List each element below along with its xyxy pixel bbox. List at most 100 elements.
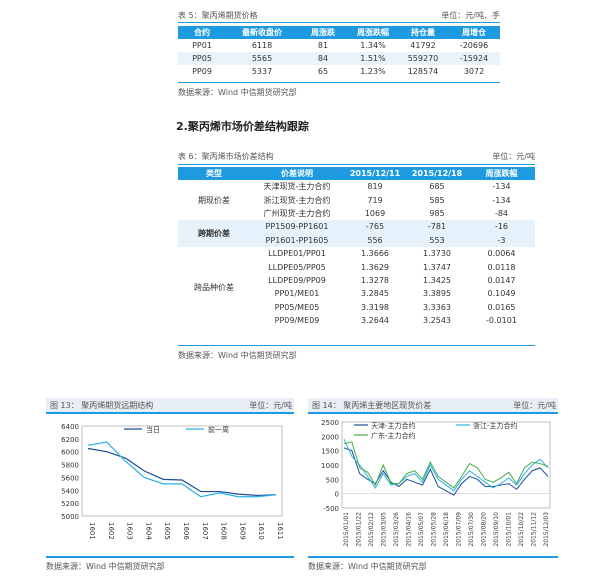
table-row: 广州现货-主力合约 1069 985 -84	[178, 207, 535, 220]
table5-cell: 81	[317, 41, 329, 50]
table6-caption: 表 6：聚丙烯市场价差结构	[178, 152, 274, 161]
x-tick-label: 2015/07/30	[468, 512, 475, 547]
table5-cell: 84	[298, 52, 348, 65]
table6-type-cell: 跨品种价差	[194, 282, 234, 292]
table6-cell: 1.3747	[423, 262, 451, 272]
y-tick-label: 500	[326, 476, 339, 484]
x-tick-label: 2015/01/01	[343, 512, 350, 547]
table6-cell: PP01/ME01	[274, 289, 320, 299]
x-tick-label: 1607	[201, 522, 209, 540]
table6-header-cell: 类型	[178, 167, 250, 180]
y-tick-label: 2500	[321, 419, 339, 427]
table6-cell: 819	[367, 182, 383, 192]
table6-cell: 719	[367, 195, 383, 205]
plot-frame	[341, 421, 551, 509]
table6-cell: 1.3730	[423, 249, 451, 259]
table6-cell: 浙江现货-主力合约	[263, 195, 331, 205]
table5-cell: PP05	[178, 52, 226, 65]
table6-cell: 556	[344, 233, 406, 247]
table6-cell: 585	[429, 195, 445, 205]
table5-header-cell: 周涨跌幅	[348, 26, 398, 39]
y-tick-label: 5000	[61, 513, 79, 521]
table6-cell: 3.3363	[423, 302, 451, 312]
table5-cell: 128574	[407, 67, 439, 76]
table6-header-cell: 2015/12/18	[406, 167, 468, 180]
y-tick-label: -500	[323, 505, 339, 513]
x-tick-label: 2015/04/16	[406, 512, 413, 547]
table5-header-cell: 周增仓	[448, 26, 500, 39]
fig14-bottom-rule	[308, 556, 558, 558]
table6-cell: 1.3629	[361, 262, 389, 272]
table5-header-cell: 合约	[178, 26, 226, 39]
table5-unit: 单位：元/吨、手	[441, 11, 500, 20]
table6-header-cell: 价差说明	[250, 167, 344, 180]
table6-cell: LLDPE09/PP09	[268, 275, 326, 285]
table5-cell: 6118	[251, 41, 273, 50]
table5-header-row: 合约 最新收盘价 周涨跌 周涨跌幅 持仓量 周增仓	[178, 26, 500, 39]
table5-cell: 559270	[398, 52, 448, 65]
x-tick-label: 2015/11/12	[531, 512, 538, 547]
table6-cell: 广州现货-主力合约	[263, 208, 331, 218]
table5-cell: 41792	[410, 41, 436, 50]
x-tick-label: 2015/05/28	[431, 512, 438, 547]
table6-cell: 3.2543	[423, 316, 451, 326]
table-row: PP01/ME01 3.2845 3.3895 0.1049	[178, 287, 535, 300]
series-line-1	[87, 447, 277, 497]
fig13-caption: 图 13： 聚丙烯期货远期结构	[50, 401, 154, 410]
table6-cell: 1.3666	[361, 249, 389, 259]
table5-cell: PP01	[192, 41, 212, 50]
fig13-unit: 单位：元/吨	[249, 401, 292, 410]
x-tick-label: 2015/08/20	[481, 512, 488, 547]
table5-source: 数据来源：Wind 中信期货研究部	[178, 88, 297, 97]
legend-label: 前一周	[208, 425, 229, 434]
table5-cell: 1.51%	[348, 52, 398, 65]
x-tick-label: 1608	[220, 522, 228, 540]
fig13-chart: 5000 5200 5400 5600 5800 6000 6200 6400 1601 1602…	[61, 423, 284, 540]
y-tick-label: 6200	[61, 436, 79, 444]
series-line-3	[343, 441, 549, 489]
table5-cell: PP09	[192, 67, 212, 76]
x-tick-label: 2015/03/26	[393, 512, 400, 547]
table5: 合约 最新收盘价 周涨跌 周涨跌幅 持仓量 周增仓 PP01 6118 81 1…	[178, 26, 500, 78]
table6-cell: 0.0147	[487, 275, 516, 285]
table-row: PP05 5565 84 1.51% 559270 -15924	[178, 52, 500, 65]
fig14-source: 数据来源：Wind 中信期货研究部	[308, 562, 427, 571]
table-row: PP1601-PP1605 556 553 -3	[178, 233, 535, 247]
y-tick-label: 5800	[61, 462, 79, 470]
x-tick-label: 1603	[126, 522, 134, 540]
table-row: 跨品种价差 LLDPE01/PP01 1.3666 1.3730 0.0064	[178, 247, 535, 291]
table6-cell: PP09/ME09	[274, 316, 320, 326]
fig14-caption: 图 14： 聚丙烯主要地区现货价差	[312, 401, 432, 410]
y-tick-label: 2000	[321, 433, 339, 441]
y-tick-label: 0	[335, 491, 339, 499]
table6-cell: -84	[494, 208, 509, 218]
table6-cell: 3.3198	[361, 302, 389, 312]
x-tick-label: 2015/10/01	[506, 512, 513, 547]
y-tick-label: 1000	[321, 462, 339, 470]
table6-cell: 1.3425	[423, 275, 451, 285]
fig14-chart: -500 0 500 1000 1500 2000 2500 2015/01/01 2015/0…	[321, 419, 551, 547]
y-tick-label: 1500	[321, 448, 339, 456]
x-tick-label: 2015/10/22	[518, 512, 525, 547]
table-row: PP05/ME05 3.3198 3.3363 0.0165	[178, 301, 535, 314]
table5-cell: 5337	[251, 67, 273, 76]
table5-header-cell: 持仓量	[398, 26, 448, 39]
x-tick-label: 1610	[257, 522, 265, 540]
table5-cell: 65	[317, 67, 329, 76]
x-tick-label: 2015/02/12	[368, 512, 375, 547]
fig14-unit: 单位：元/吨	[513, 401, 556, 410]
table6-cell: 553	[406, 233, 468, 247]
table6-cell: 685	[429, 182, 445, 192]
table6-cell: -765	[344, 220, 406, 234]
x-tick-label: 2015/05/07	[418, 512, 425, 547]
table6-cell: 985	[429, 208, 445, 218]
table6-unit: 单位：元/吨	[492, 152, 535, 161]
legend-label: 广东-主力合约	[371, 431, 416, 440]
table6-cell: -0.0101	[486, 316, 517, 326]
x-tick-label: 2015/01/22	[356, 512, 363, 547]
y-tick-label: 6400	[61, 423, 79, 431]
y-tick-label: 5200	[61, 500, 79, 508]
series-line-2	[87, 441, 277, 498]
table5-header-cell: 最新收盘价	[226, 26, 298, 39]
table6-cell: PP05/ME05	[274, 302, 320, 312]
